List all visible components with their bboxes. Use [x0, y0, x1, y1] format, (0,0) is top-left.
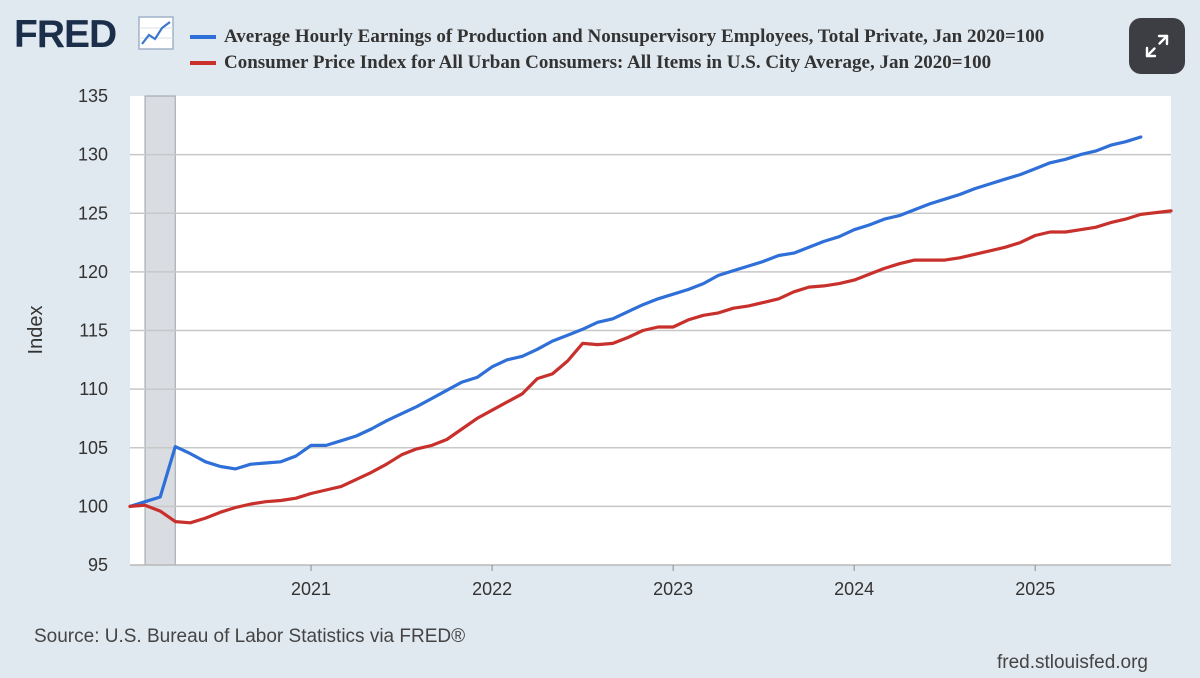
series-line-earnings[interactable] [128, 135, 1143, 508]
series-line-cpi[interactable] [128, 209, 1173, 525]
line-chart-icon [138, 16, 174, 50]
y-tick-label: 95 [88, 555, 108, 575]
expand-button[interactable] [1129, 18, 1185, 74]
expand-icon [1145, 34, 1169, 58]
x-tick-label: 2022 [472, 579, 512, 599]
chart-legend: Average Hourly Earnings of Production an… [190, 24, 1135, 76]
legend-label-cpi: Consumer Price Index for All Urban Consu… [224, 52, 992, 73]
source-note: Source: U.S. Bureau of Labor Statistics … [34, 626, 466, 647]
y-axis-label: Index [25, 306, 47, 355]
y-tick-label: 125 [78, 203, 108, 223]
site-link[interactable]: fred.stlouisfed.org [996, 652, 1148, 673]
legend-label-earnings: Average Hourly Earnings of Production an… [224, 26, 1045, 47]
y-tick-label: 130 [78, 145, 108, 165]
fred-logo[interactable]: FRED [14, 13, 117, 56]
legend-swatch-cpi [190, 61, 216, 65]
y-tick-label: 105 [78, 438, 108, 458]
y-tick-label: 120 [78, 262, 108, 282]
x-tick-label: 2024 [834, 579, 874, 599]
legend-swatch-earnings [190, 35, 216, 39]
x-tick-label: 2025 [1015, 579, 1055, 599]
y-tick-label: 115 [79, 321, 108, 341]
legend-entry-cpi[interactable]: Consumer Price Index for All Urban Consu… [190, 50, 1135, 76]
legend-entry-earnings[interactable]: Average Hourly Earnings of Production an… [190, 24, 1135, 50]
y-tick-label: 110 [79, 379, 108, 399]
y-tick-label: 135 [78, 86, 108, 106]
x-tick-label: 2021 [291, 579, 331, 599]
y-tick-label: 100 [78, 496, 108, 516]
x-tick-label: 2023 [653, 579, 693, 599]
